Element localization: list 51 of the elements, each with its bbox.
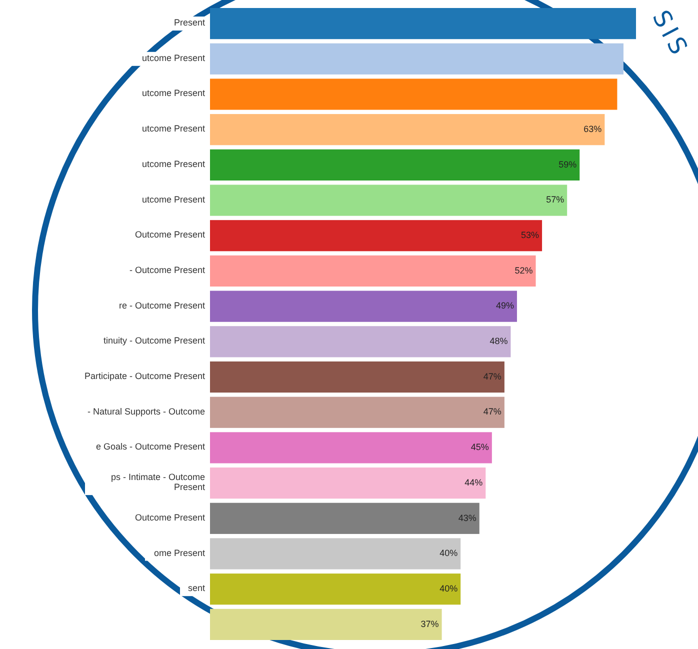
y-tick-label: utcome Present [142,53,206,64]
y-tick-label: - Outcome Present [129,265,206,276]
bar [210,326,511,358]
bar [210,432,492,464]
data-label: 53% [521,230,540,240]
data-label: 48% [490,336,508,346]
bar [210,149,580,180]
y-tick-label: ps - Intimate - Outcome Present [110,472,206,492]
data-label: 44% [464,477,483,488]
data-label: 47% [483,371,502,382]
y-tick-label: utcome Present [142,159,206,170]
y-tick-label: utcome Present [142,88,206,99]
bar [210,43,624,74]
y-tick-label: e Goals - Outcome Present [96,442,206,452]
data-label: 40% [440,583,458,594]
text: SIS [646,6,695,63]
bar [210,538,461,570]
bar [210,255,536,287]
bar [210,608,442,640]
y-tick-label: sent [188,583,206,594]
y-tick-label: ome Present [154,548,206,558]
data-label: 57% [546,194,564,205]
data-label: 63% [584,124,602,134]
y-tick-label: tinuity - Outcome Present [103,336,206,346]
bar [210,220,542,252]
data-label: 49% [496,300,514,311]
y-tick-label: Present [174,18,206,28]
y-tick-label: Outcome Present [134,512,206,523]
y-tick-label: re - Outcome Present [118,300,206,311]
bar [210,574,461,605]
y-tick-label: utcome Present [142,124,206,134]
bar [210,468,486,499]
data-label: 52% [514,265,533,276]
bar [210,8,636,40]
bar [210,502,480,534]
data-label: 40% [440,548,458,558]
bar [210,361,504,393]
y-tick-label: - Natural Supports - Outcome [87,406,205,417]
data-label: 59% [558,159,577,170]
bar [210,78,618,110]
data-label: 37% [420,618,439,629]
bar [210,290,517,322]
y-tick-label: Outcome Present [134,230,206,240]
data-label: 43% [458,512,476,523]
bar [210,114,605,146]
y-tick-label: utcome Present [142,194,206,205]
bar [210,184,568,216]
data-label: 47% [483,406,502,417]
y-tick-label: Participate - Outcome Present [84,371,206,382]
data-label: 45% [470,442,489,452]
bar [210,396,504,428]
